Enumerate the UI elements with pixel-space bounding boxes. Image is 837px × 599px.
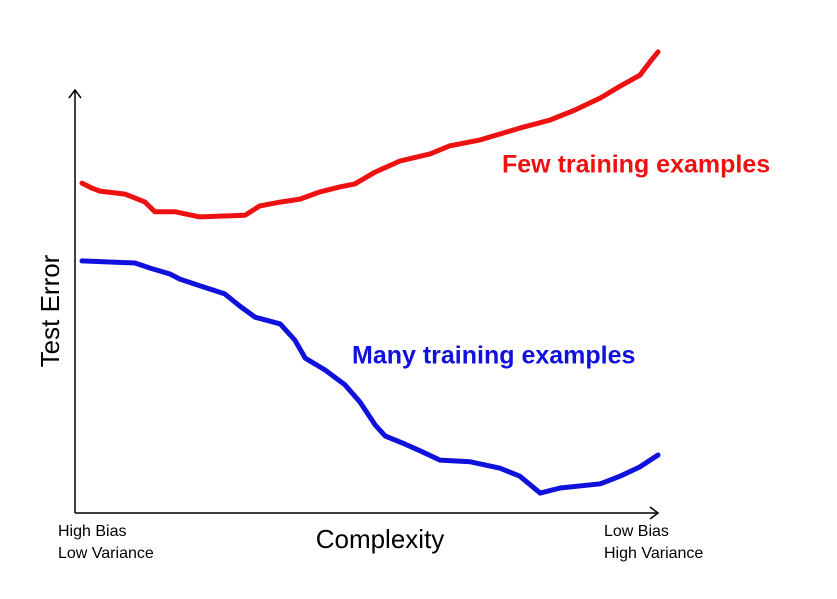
corner-label: Low Variance [58,545,154,562]
corner-label: High Bias [58,523,126,540]
y-arrow [68,88,82,99]
series-line [79,49,661,220]
axes [68,88,660,520]
y-axis-label: Test Error [35,254,65,367]
corner-label: Low Bias [604,523,669,540]
x-axis-label: Complexity [316,524,445,554]
x-arrow [649,506,660,520]
series-label: Few training examples [502,151,770,179]
series-label: Many training examples [352,342,635,370]
series-line [79,258,661,496]
corner-label: High Variance [604,545,703,562]
